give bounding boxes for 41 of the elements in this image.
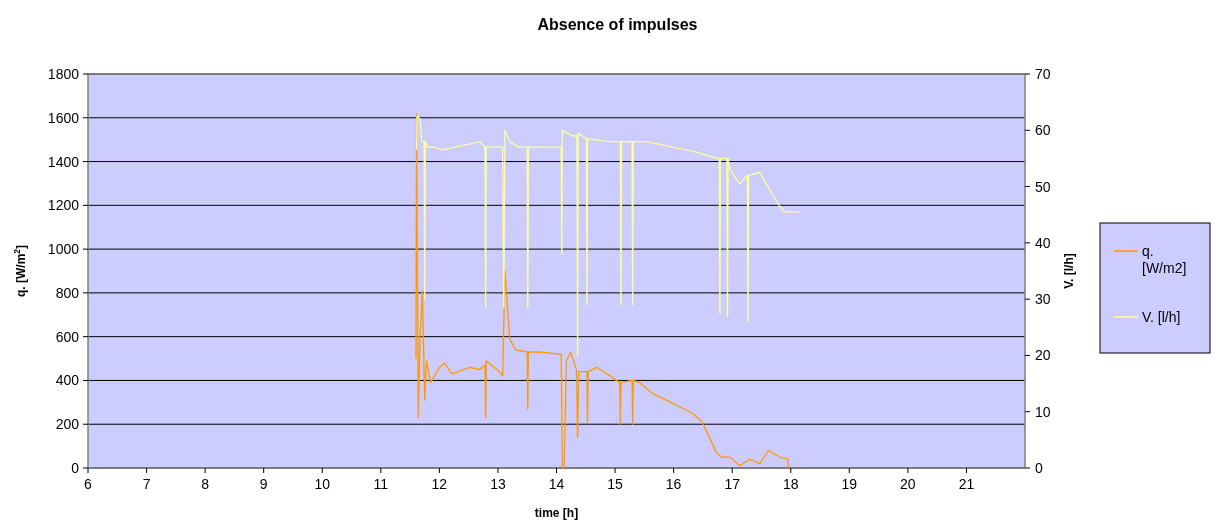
x-axis-title: time [h] [534, 506, 579, 520]
y-tick-label: 400 [55, 372, 80, 389]
x-tick-label: 10 [314, 476, 331, 492]
x-tick-label: 13 [490, 476, 506, 492]
x-tick-label: 6 [84, 476, 93, 492]
line-series [415, 112, 790, 469]
x-tick-label: 11 [373, 476, 389, 492]
y-tick-label: 1000 [47, 241, 80, 258]
y-tick-label: 1400 [47, 153, 80, 170]
legend-label: V. [l/h] [1142, 309, 1181, 325]
y2-tick-label: 50 [1035, 178, 1051, 195]
x-tick-label: 15 [607, 476, 624, 492]
legend-label: q. [W/m2] [1142, 243, 1187, 276]
y2-axis-title: V. [l/h] [1062, 253, 1076, 289]
x-tick-label: 9 [259, 476, 268, 492]
x-tick-label: 20 [900, 476, 916, 492]
y2-tick-label: 0 [1035, 460, 1043, 476]
y2-tick-label: 60 [1035, 122, 1051, 139]
x-tick-label: 19 [841, 476, 858, 492]
y2-tick-label: 10 [1035, 403, 1051, 420]
y-tick-label: 1200 [47, 197, 80, 214]
x-tick-label: 18 [782, 476, 799, 492]
y-tick-label: 0 [71, 460, 80, 476]
x-tick-label: 8 [201, 476, 210, 492]
y2-tick-label: 70 [1035, 66, 1051, 82]
y-tick-label: 1800 [47, 66, 80, 82]
x-tick-label: 12 [431, 476, 448, 492]
y-tick-label: 1600 [47, 109, 80, 126]
x-tick-label: 17 [724, 476, 741, 492]
x-tick-label: 16 [665, 476, 682, 492]
y-tick-label: 200 [55, 416, 80, 433]
x-tick-label: 21 [958, 476, 975, 492]
y-tick-label: 800 [55, 284, 80, 301]
x-tick-label: 14 [548, 476, 565, 492]
y2-tick-label: 30 [1035, 291, 1051, 308]
chart-title: Absence of impulses [537, 16, 698, 33]
y2-tick-label: 20 [1035, 347, 1051, 364]
y-tick-label: 600 [55, 328, 80, 345]
x-tick-label: 7 [142, 476, 151, 492]
line-series [415, 115, 801, 357]
y2-tick-label: 40 [1035, 234, 1051, 251]
